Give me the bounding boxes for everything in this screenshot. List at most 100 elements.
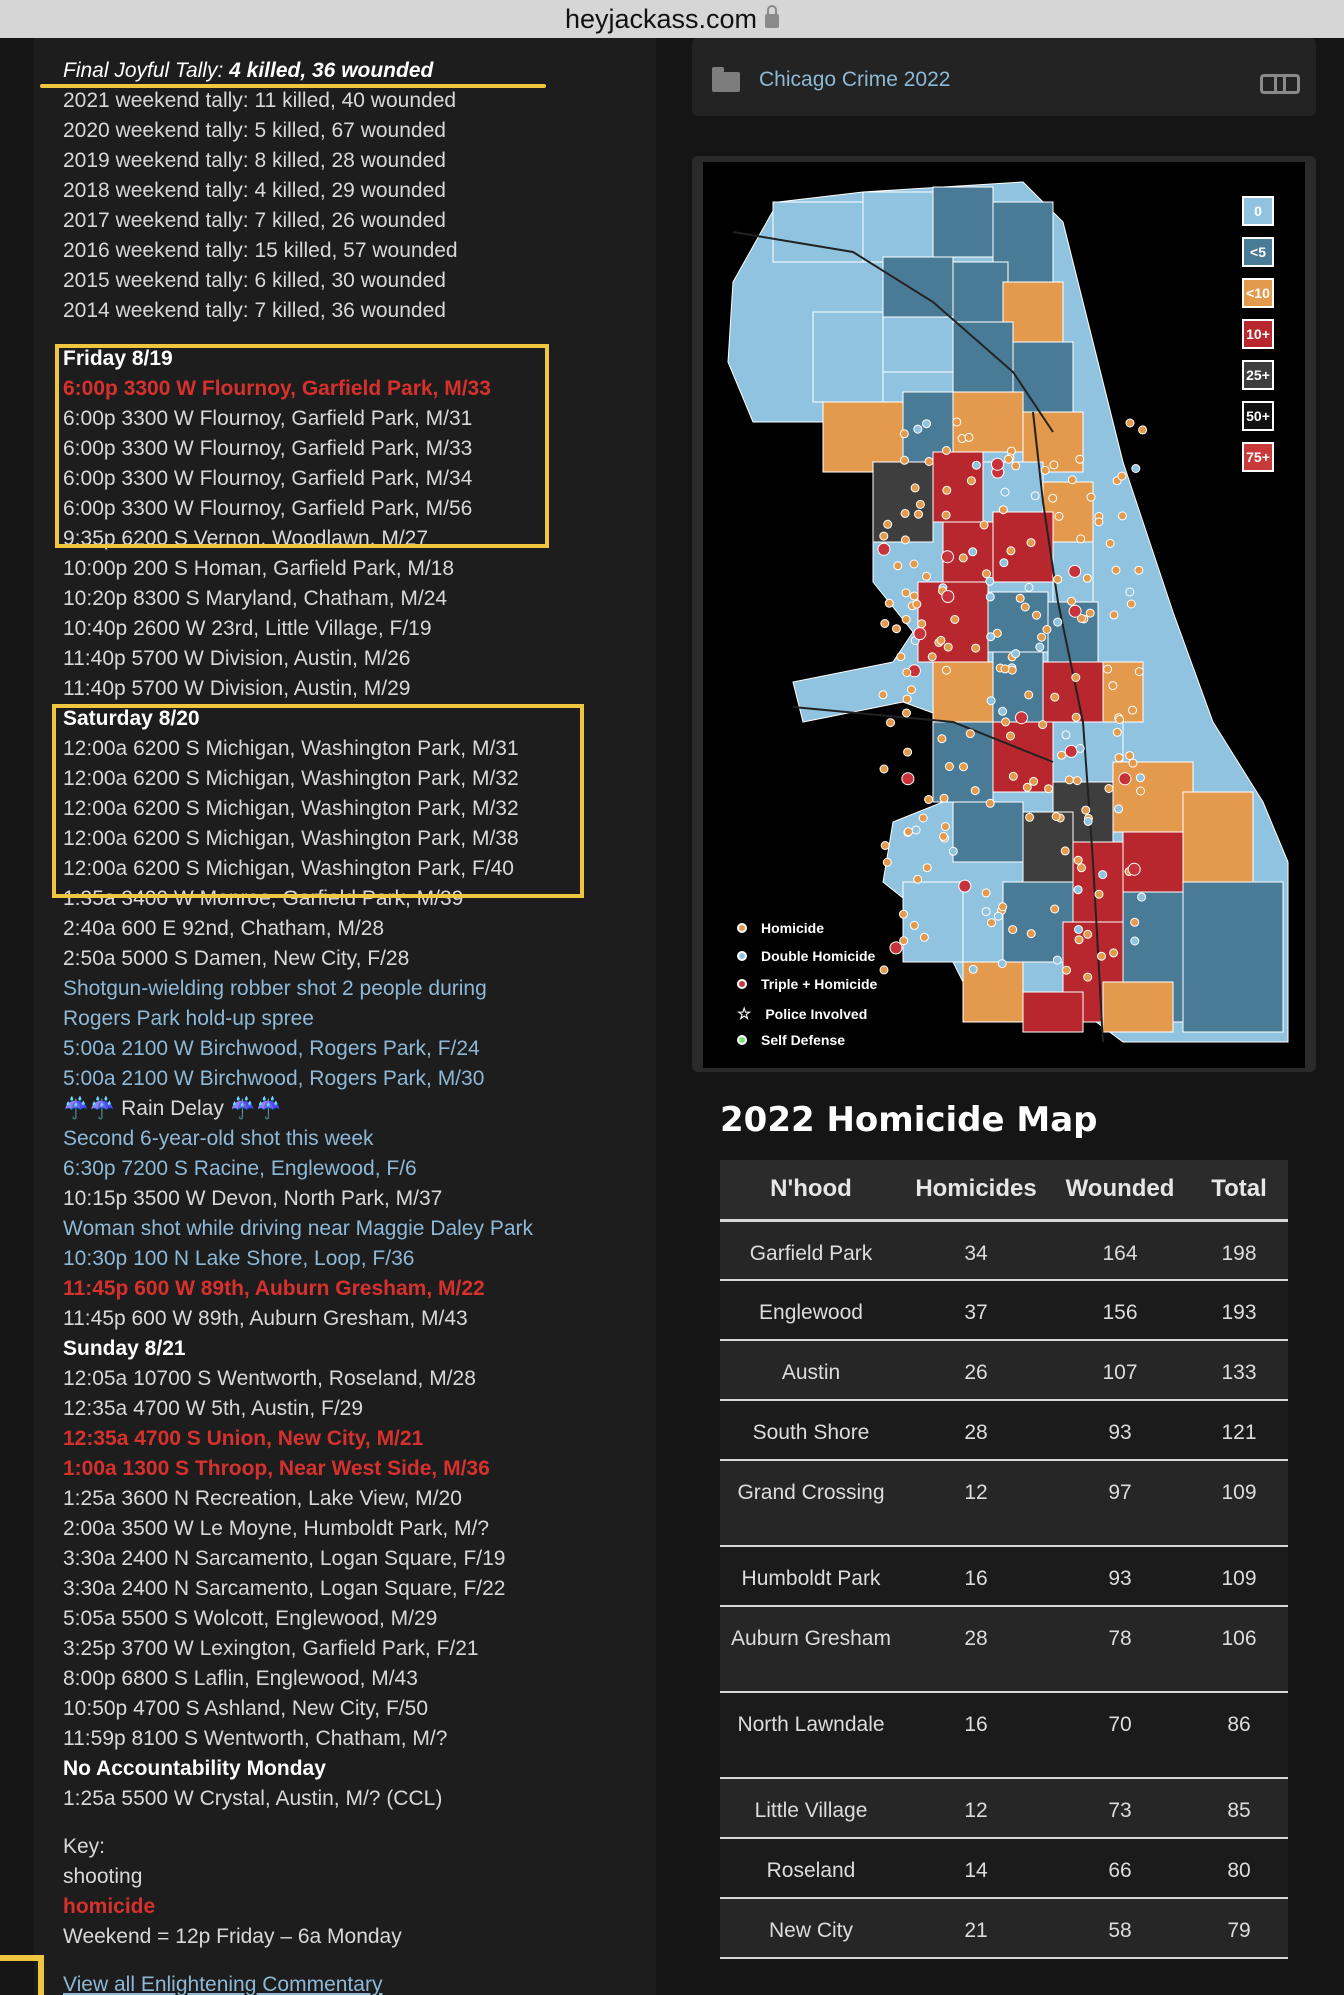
view-commentary-link[interactable]: View all Enlightening Commentary: [63, 1973, 383, 1995]
shooting-entry: 6:00p 3300 W Flournoy, Garfield Park, M/…: [63, 497, 473, 520]
header-nhood[interactable]: N'hood: [720, 1160, 902, 1222]
incident-marker: [1135, 773, 1145, 783]
incident-marker: [1083, 816, 1093, 826]
commentary-link[interactable]: Rogers Park hold-up spree: [63, 1007, 314, 1030]
chain-link-icon[interactable]: [1260, 74, 1300, 94]
incident-marker: [1006, 546, 1016, 556]
incident-marker: [903, 747, 913, 757]
previous-tally: 2019 weekend tally: 8 killed, 28 wounded: [63, 149, 446, 172]
incident-marker: [1128, 758, 1138, 768]
shooting-entry: 10:00p 200 S Homan, Garfield Park, M/18: [63, 557, 455, 580]
cell-homicides: 34: [902, 1220, 1050, 1281]
final-tally-label: Final Joyful Tally:: [63, 59, 230, 82]
incident-marker: [944, 762, 954, 771]
previous-tally: 2021 weekend tally: 11 killed, 40 wounde…: [63, 89, 457, 112]
incident-marker: [884, 598, 894, 608]
cell-wounded: 58: [1050, 1898, 1190, 1959]
shooting-entry: 5:05a 5500 S Wolcott, Englewood, M/29: [63, 1607, 438, 1630]
incident-marker: [1022, 782, 1032, 792]
table-row: Little Village 12 73 85: [720, 1778, 1288, 1839]
expressway: [1032, 411, 1104, 1043]
commentary-link[interactable]: 10:30p 100 N Lake Shore, Loop, F/36: [63, 1247, 415, 1270]
cell-wounded: 93: [1050, 1546, 1190, 1607]
cell-wounded: 107: [1050, 1340, 1190, 1401]
table-row: Grand Crossing 12 97 109: [720, 1460, 1288, 1547]
commentary-link[interactable]: 6:30p 7200 S Racine, Englewood, F/6: [63, 1157, 417, 1180]
incident-marker: [913, 874, 923, 884]
incident-marker: [1130, 917, 1140, 927]
incident-marker: [1026, 929, 1036, 939]
neighborhood-block: [1072, 841, 1124, 923]
shooting-entry: 2:40a 600 E 92nd, Chatham, M/28: [63, 917, 385, 940]
incident-marker: [1094, 517, 1104, 527]
incident-marker: [1134, 565, 1144, 575]
neighborhood-block: [932, 186, 994, 258]
cell-wounded: 93: [1050, 1400, 1190, 1461]
scale-swatch: 50+: [1242, 401, 1274, 431]
incident-marker: [1097, 951, 1106, 961]
incident-marker: [927, 652, 937, 662]
url-text[interactable]: heyjackass.com: [564, 3, 758, 34]
incident-marker: [937, 734, 947, 744]
homicide-entry: 1:00a 1300 S Throop, Near West Side, M/3…: [63, 1457, 490, 1480]
incident-marker: [918, 813, 928, 823]
incident-marker: [1035, 642, 1045, 652]
incident-marker: [1117, 471, 1127, 481]
commentary-link[interactable]: 5:00a 2100 W Birchwood, Rogers Park, F/2…: [63, 1037, 480, 1060]
neighborhood-block: [1102, 981, 1174, 1033]
incident-marker: [941, 446, 951, 455]
incident-marker: [1011, 461, 1021, 471]
cell-homicides: 16: [902, 1546, 1050, 1607]
incident-marker: [1067, 475, 1077, 485]
incident-marker: [917, 619, 927, 629]
incident-marker: [1074, 925, 1083, 934]
incident-marker: [911, 825, 921, 835]
category-link[interactable]: Chicago Crime 2022: [759, 68, 951, 91]
cell-wounded: 66: [1050, 1838, 1190, 1899]
star-icon: ☆: [737, 1006, 752, 1023]
incident-marker: [1109, 948, 1119, 958]
incident-marker: [1057, 750, 1066, 760]
neighborhood-block: [772, 201, 864, 263]
incident-marker: [901, 772, 915, 786]
incident-marker: [1094, 889, 1104, 899]
incident-marker: [1118, 772, 1132, 786]
incident-marker: [982, 569, 991, 579]
incident-marker: [1086, 492, 1096, 502]
commentary-link[interactable]: Woman shot while driving near Maggie Dal…: [63, 1217, 533, 1240]
shooting-entry: 3:25p 3700 W Lexington, Garfield Park, F…: [63, 1637, 479, 1660]
neighborhood-block: [1002, 881, 1074, 963]
incident-marker: [941, 550, 954, 564]
incident-marker: [1076, 534, 1086, 544]
day-heading: Sunday 8/21: [63, 1337, 186, 1360]
marker-dot-icon: [737, 1035, 747, 1045]
incident-marker: [964, 432, 974, 442]
header-wounded[interactable]: Wounded: [1050, 1160, 1190, 1222]
cell-homicides: 28: [902, 1400, 1050, 1461]
incident-marker: [1048, 493, 1058, 503]
incident-marker: [999, 558, 1009, 568]
commentary-link[interactable]: 5:00a 2100 W Birchwood, Rogers Park, M/3…: [63, 1067, 485, 1090]
shooting-entry: 12:35a 4700 W 5th, Austin, F/29: [63, 1397, 364, 1420]
commentary-link[interactable]: Shotgun-wielding robber shot 2 people du…: [63, 977, 487, 1000]
incident-marker: [970, 786, 980, 796]
header-total[interactable]: Total: [1190, 1160, 1288, 1222]
header-homicides[interactable]: Homicides: [902, 1160, 1050, 1222]
cell-nhood: Grand Crossing: [720, 1460, 902, 1547]
incident-marker: [968, 964, 978, 974]
marker-dot-icon: [737, 923, 747, 933]
previous-tally: 2017 weekend tally: 7 killed, 26 wounded: [63, 209, 446, 232]
commentary-link[interactable]: Second 6-year-old shot this week: [63, 1127, 374, 1150]
incident-marker: [893, 561, 903, 571]
url-bar[interactable]: heyjackass.com: [0, 0, 1344, 38]
incident-marker: [941, 510, 951, 520]
incident-marker: [986, 632, 996, 642]
incident-marker: [898, 909, 908, 919]
shooting-entry: 10:40p 2600 W 23rd, Little Village, F/19: [63, 617, 432, 640]
friday-highlight-box: [55, 344, 549, 548]
incident-marker: [1083, 929, 1093, 939]
incident-marker: [919, 932, 929, 942]
cell-nhood: Roseland: [720, 1838, 902, 1899]
incident-marker: [1075, 454, 1085, 464]
cell-homicides: 12: [902, 1460, 1050, 1547]
